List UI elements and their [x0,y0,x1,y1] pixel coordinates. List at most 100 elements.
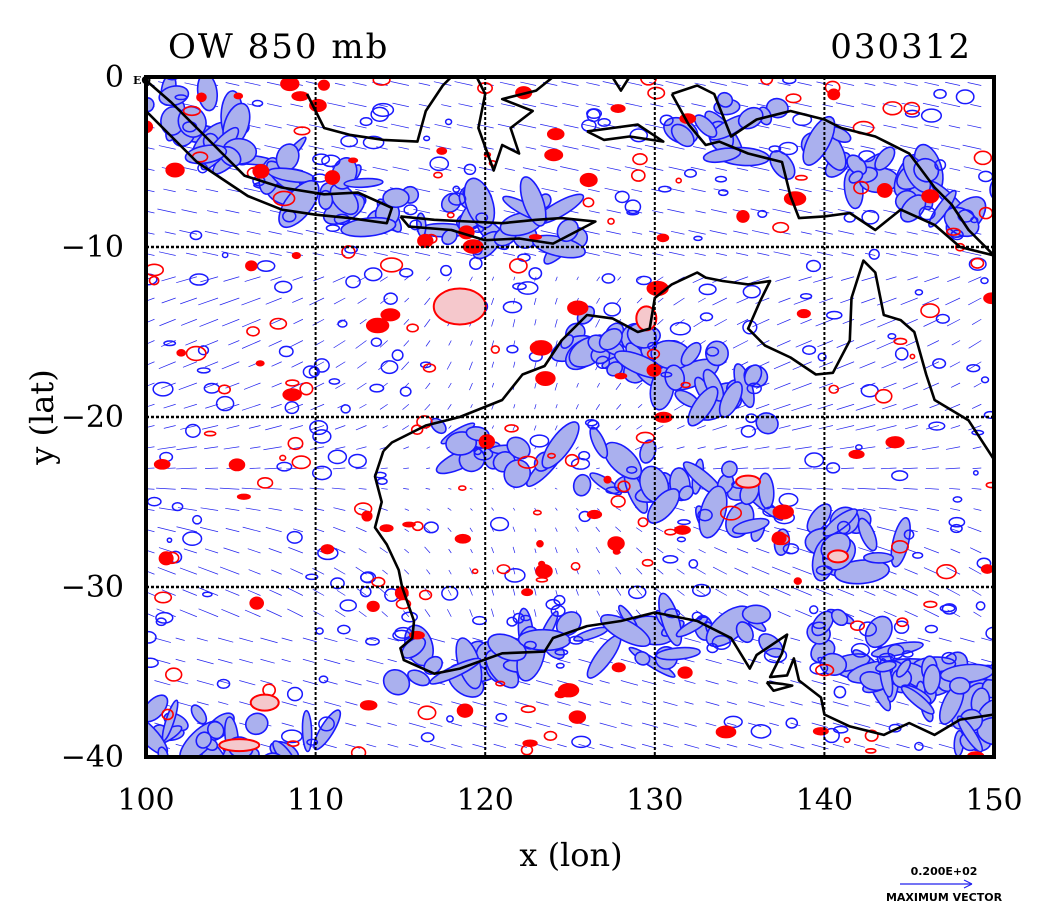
negative-ow-cell [664,364,686,391]
negative-ow-contour [359,117,373,127]
negative-ow-cell [158,85,190,107]
wind-vector [538,165,558,171]
negative-ow-contour [489,516,510,532]
negative-ow-contour [955,89,975,105]
wind-vector [315,528,325,533]
wind-vector [863,508,876,511]
wind-vector [853,743,866,748]
wind-vector [880,467,897,470]
negative-ow-contour [506,616,518,627]
wind-vector [813,276,833,283]
wind-vector [372,166,388,171]
negative-ow-contour [782,77,797,85]
positive-ow-contour [920,303,940,319]
wind-vector [617,276,622,281]
wind-vector [366,658,384,665]
wind-vector [562,102,579,108]
wind-vector [881,361,897,369]
negative-ow-contour [523,640,537,650]
wind-vector [657,569,664,575]
wind-vector [469,609,473,617]
wind-vector [902,382,918,390]
wind-vector [426,508,431,511]
wind-vector [771,566,791,575]
wind-vector [159,318,176,327]
negative-ow-contour [972,469,979,476]
wind-vector [358,508,367,511]
positive-ow-contour [936,564,957,580]
wind-vector [657,318,664,325]
positive-ow-contour [165,667,183,682]
wind-vector [358,610,367,618]
wind-vector [387,743,399,748]
negative-ow-contour [171,501,184,512]
wind-vector [667,208,685,214]
wind-vector [219,566,240,575]
y-tick-label: −20 [61,400,124,435]
negative-ow-cell [857,517,878,552]
wind-vector [586,82,600,86]
wind-vector [269,589,282,596]
wind-vector [478,166,494,171]
wind-vector [905,425,918,430]
wind-vector [534,488,537,490]
wind-vector [726,722,737,726]
wind-vector [676,548,685,554]
wind-vector [904,568,918,575]
negative-ow-contour [595,355,611,370]
wind-vector [923,608,940,618]
wind-vector [447,276,452,282]
wind-vector [835,123,855,129]
positive-ow-contour [532,509,542,516]
wind-vector [554,487,558,490]
positive-ow-contour [983,292,994,305]
negative-ow-contour [550,604,566,618]
negative-ow-contour [506,344,519,354]
wind-vector [437,252,452,256]
positive-ow-contour [348,157,359,164]
y-tick-label: −10 [61,230,124,265]
negative-ow-contour [512,282,527,291]
wind-vector [424,526,431,533]
wind-vector [403,488,409,490]
wind-vector [225,382,240,389]
positive-ow-contour [614,372,628,380]
wind-vector [377,586,388,596]
wind-vector [790,680,802,684]
wind-vector [736,297,749,304]
positive-ow-contour [529,340,553,356]
wind-vector [434,166,452,171]
wind-vector [620,680,639,686]
positive-ow-contour [903,101,921,115]
wind-vector [595,526,600,532]
negative-ow-contour [196,367,211,374]
wind-vector [905,318,918,325]
negative-ow-contour [554,648,569,656]
wind-vector [562,145,579,150]
wind-vector [241,318,261,328]
wind-vector [535,680,553,686]
wind-vector [731,446,749,451]
wind-vector [312,589,325,596]
wind-vector [402,403,410,410]
coastline-sulawesi [475,77,554,172]
wind-vector [198,297,219,306]
wind-vector [709,81,727,86]
wind-vector [861,103,876,108]
wind-vector [705,680,719,685]
wind-vector [861,276,876,282]
wind-vector [811,701,823,705]
wind-vector [266,81,282,86]
wind-vector [244,609,261,618]
negative-ow-contour [146,630,157,644]
positive-ow-contour [680,381,691,389]
wind-vector [241,487,261,490]
wind-vector [382,425,388,429]
wind-vector [715,167,727,171]
wind-vector [219,487,240,490]
negative-ow-cell [864,615,893,649]
wind-vector [424,587,431,596]
wind-vector [709,230,727,235]
wind-vector [726,743,738,748]
wind-vector [836,403,855,410]
